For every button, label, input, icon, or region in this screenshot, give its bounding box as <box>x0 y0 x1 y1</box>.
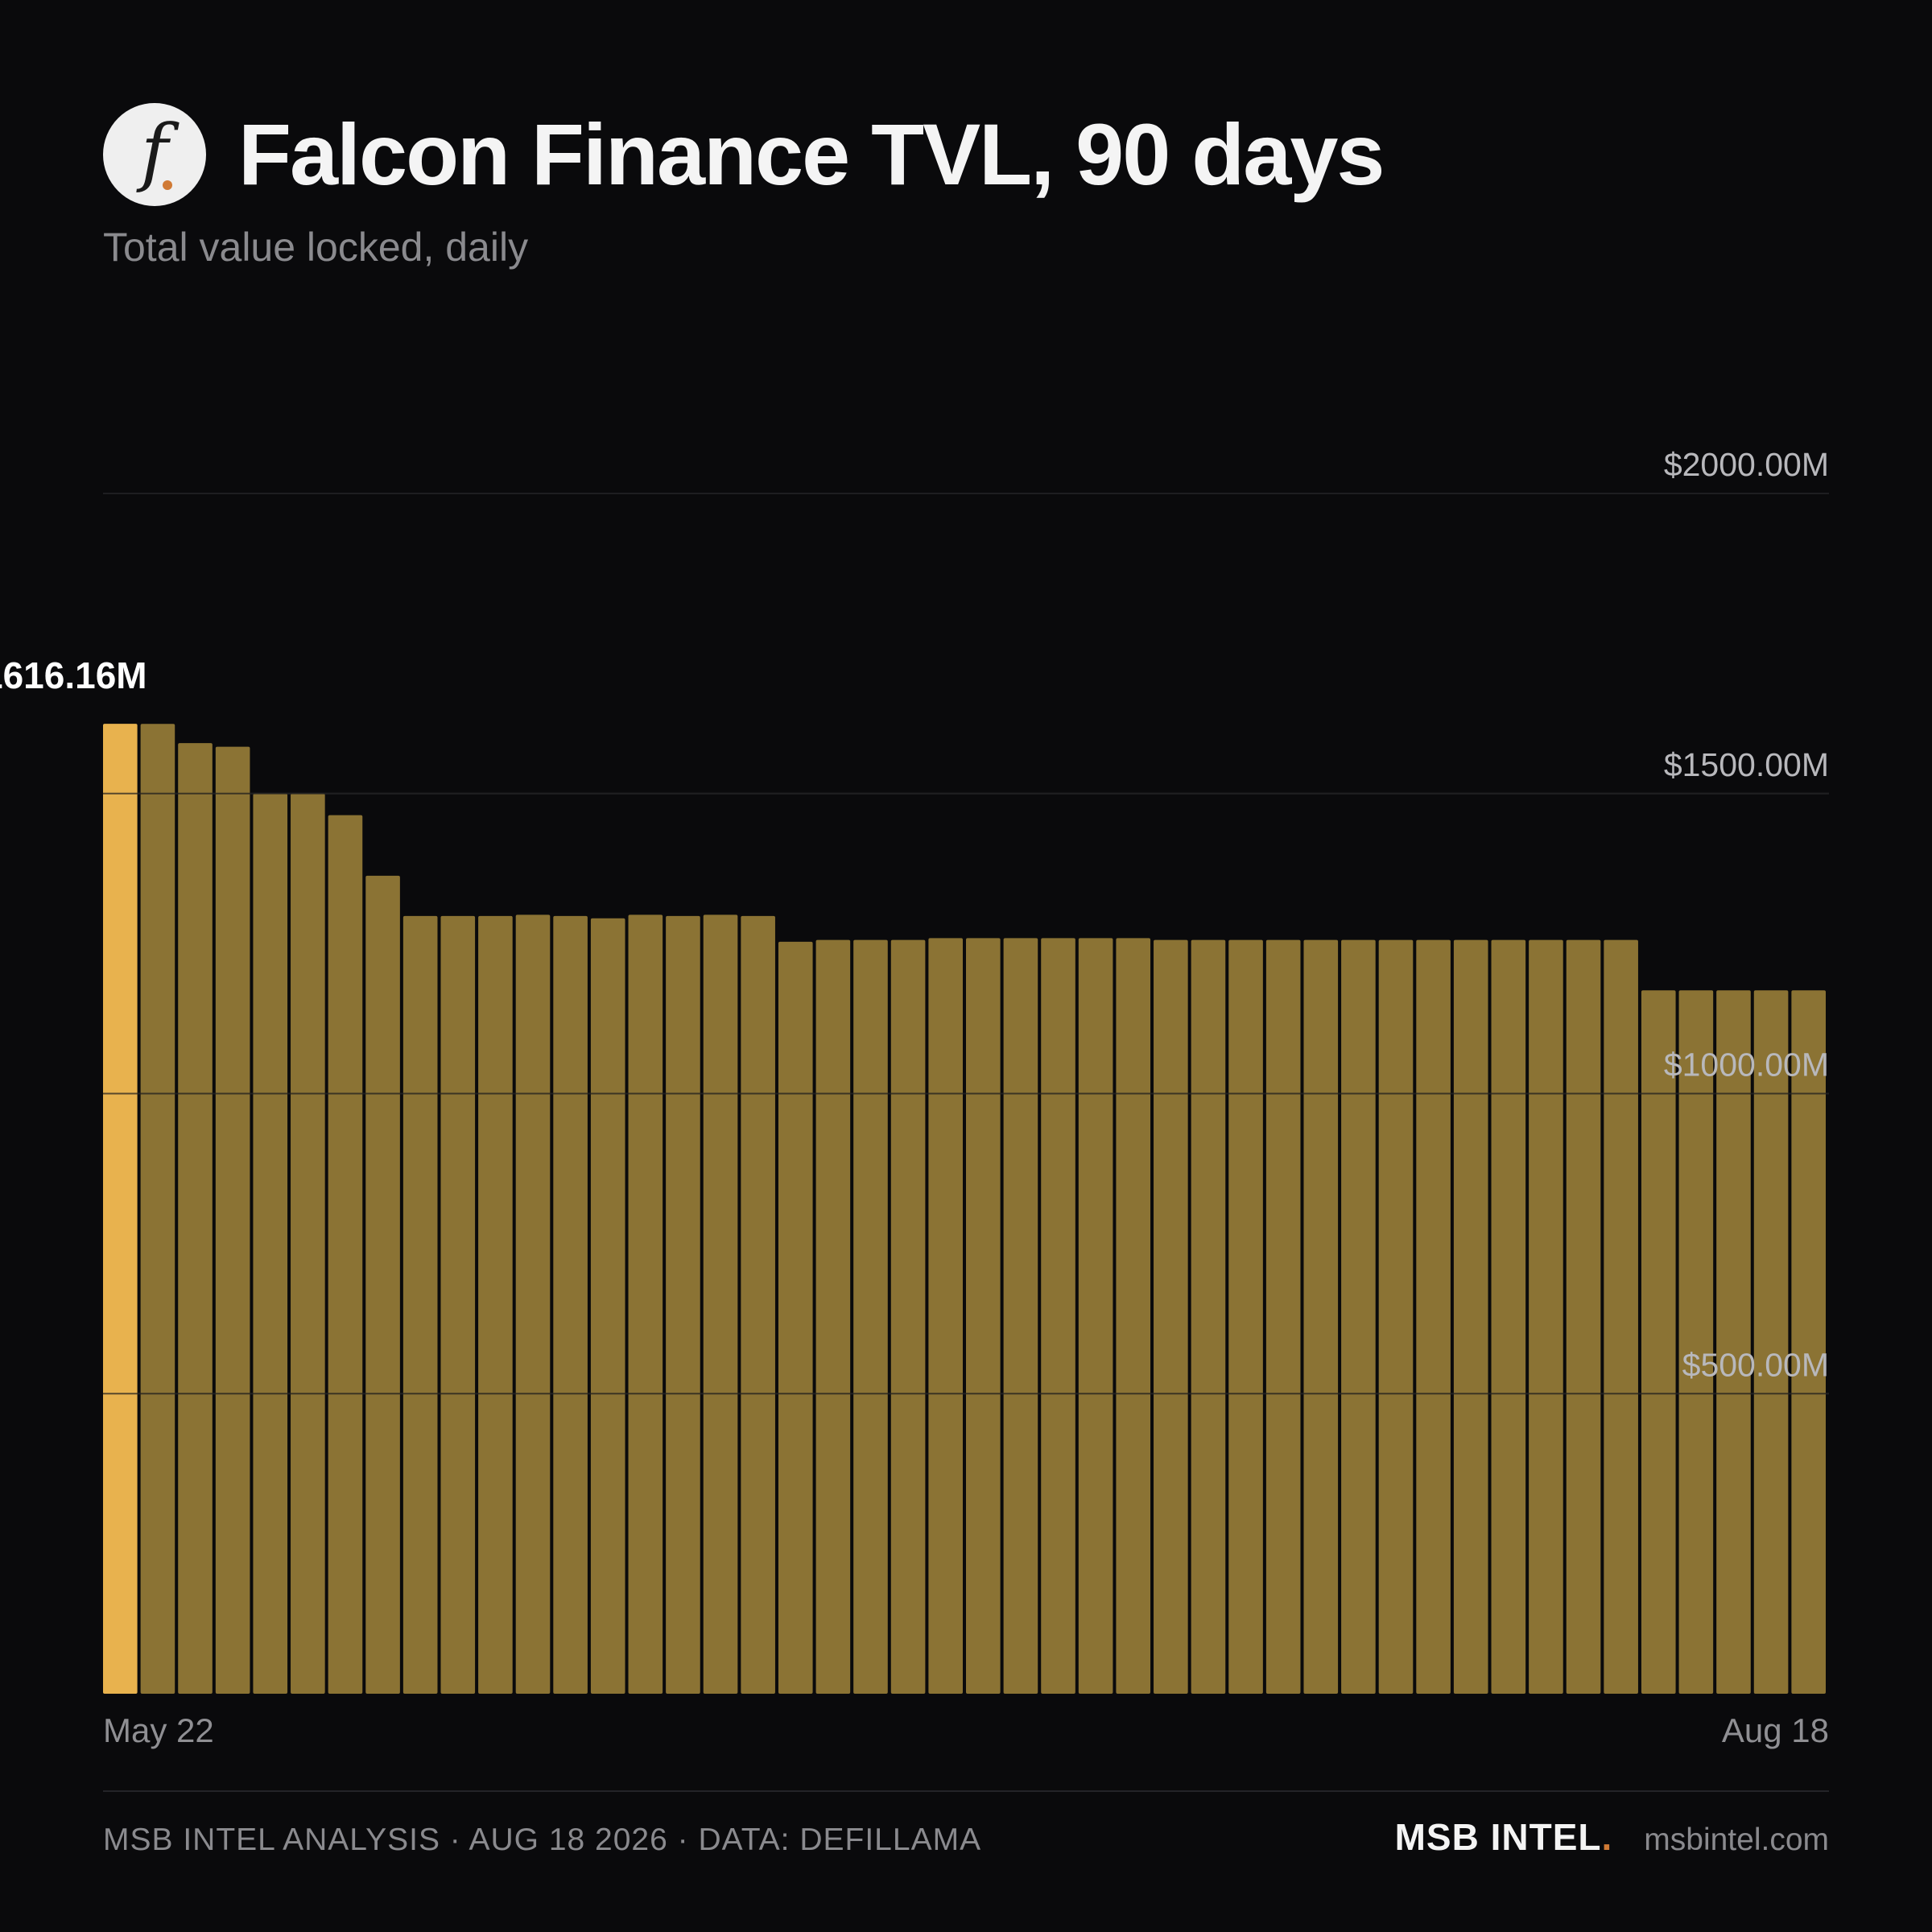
y-tick-label: $1500.00M <box>1664 746 1829 783</box>
bar <box>1716 990 1751 1694</box>
bar <box>1378 939 1414 1694</box>
bar <box>402 915 438 1694</box>
bar <box>1453 939 1488 1694</box>
bar <box>703 914 738 1694</box>
bar <box>365 875 400 1694</box>
bar <box>140 724 175 1694</box>
bar <box>553 915 588 1694</box>
bar <box>291 793 325 1694</box>
highlight-bar <box>103 724 138 1694</box>
bar <box>778 941 813 1694</box>
bar <box>1604 939 1638 1694</box>
bar <box>853 939 888 1694</box>
bar <box>478 915 513 1694</box>
bar <box>1003 938 1038 1694</box>
y-tick-label: $2000.00M <box>1664 446 1829 483</box>
bar <box>815 939 851 1694</box>
bar <box>1116 938 1151 1694</box>
bar <box>928 938 963 1694</box>
brand-name: MSB INTEL <box>1394 1816 1602 1858</box>
bar <box>1791 990 1826 1694</box>
bar <box>1416 939 1451 1694</box>
bar <box>741 915 775 1694</box>
bar <box>1491 939 1526 1694</box>
bar <box>440 915 476 1694</box>
bar <box>628 914 663 1694</box>
bar <box>1265 939 1301 1694</box>
bar <box>966 938 1001 1694</box>
bar <box>215 746 250 1694</box>
bar <box>328 815 363 1694</box>
bar <box>178 743 213 1694</box>
x-axis-start-label: May 22 <box>103 1711 214 1749</box>
tvl-bar-chart: $500.00M $1000.00M $1500.00M $2000.00M $1616… <box>0 446 1829 1694</box>
bar <box>253 793 288 1694</box>
chart-title: Falcon Finance TVL, 90 days <box>238 105 1385 203</box>
bar <box>590 918 625 1694</box>
falcon-logo-icon: f <box>103 103 206 206</box>
bar <box>1228 939 1263 1694</box>
bar <box>1191 939 1226 1694</box>
bar <box>1154 939 1188 1694</box>
bar <box>1753 990 1789 1694</box>
bar <box>1303 939 1339 1694</box>
footer-brand-block: MSB INTEL. msbintel.com <box>1395 1815 1829 1859</box>
bar <box>666 915 700 1694</box>
highlight-value-label: $1616.16M <box>0 654 147 696</box>
bar <box>1641 990 1676 1694</box>
bar <box>1566 939 1601 1694</box>
site-link[interactable]: msbintel.com <box>1644 1823 1829 1857</box>
bar <box>1078 938 1113 1694</box>
brand-dot: . <box>1601 1816 1612 1858</box>
chart-subtitle: Total value locked, daily <box>103 225 529 270</box>
bar <box>1678 990 1714 1694</box>
y-tick-label: $1000.00M <box>1664 1046 1829 1084</box>
bar <box>515 914 551 1694</box>
bar <box>1529 939 1563 1694</box>
bar <box>1041 938 1075 1694</box>
y-tick-label: $500.00M <box>1682 1346 1829 1383</box>
bar <box>1341 939 1376 1694</box>
footer-divider <box>103 1790 1829 1792</box>
footer-credit: MSB INTEL ANALYSIS · AUG 18 2026 · DATA:… <box>103 1823 982 1857</box>
x-axis-end-label: Aug 18 <box>1721 1711 1829 1749</box>
bar <box>890 939 926 1694</box>
